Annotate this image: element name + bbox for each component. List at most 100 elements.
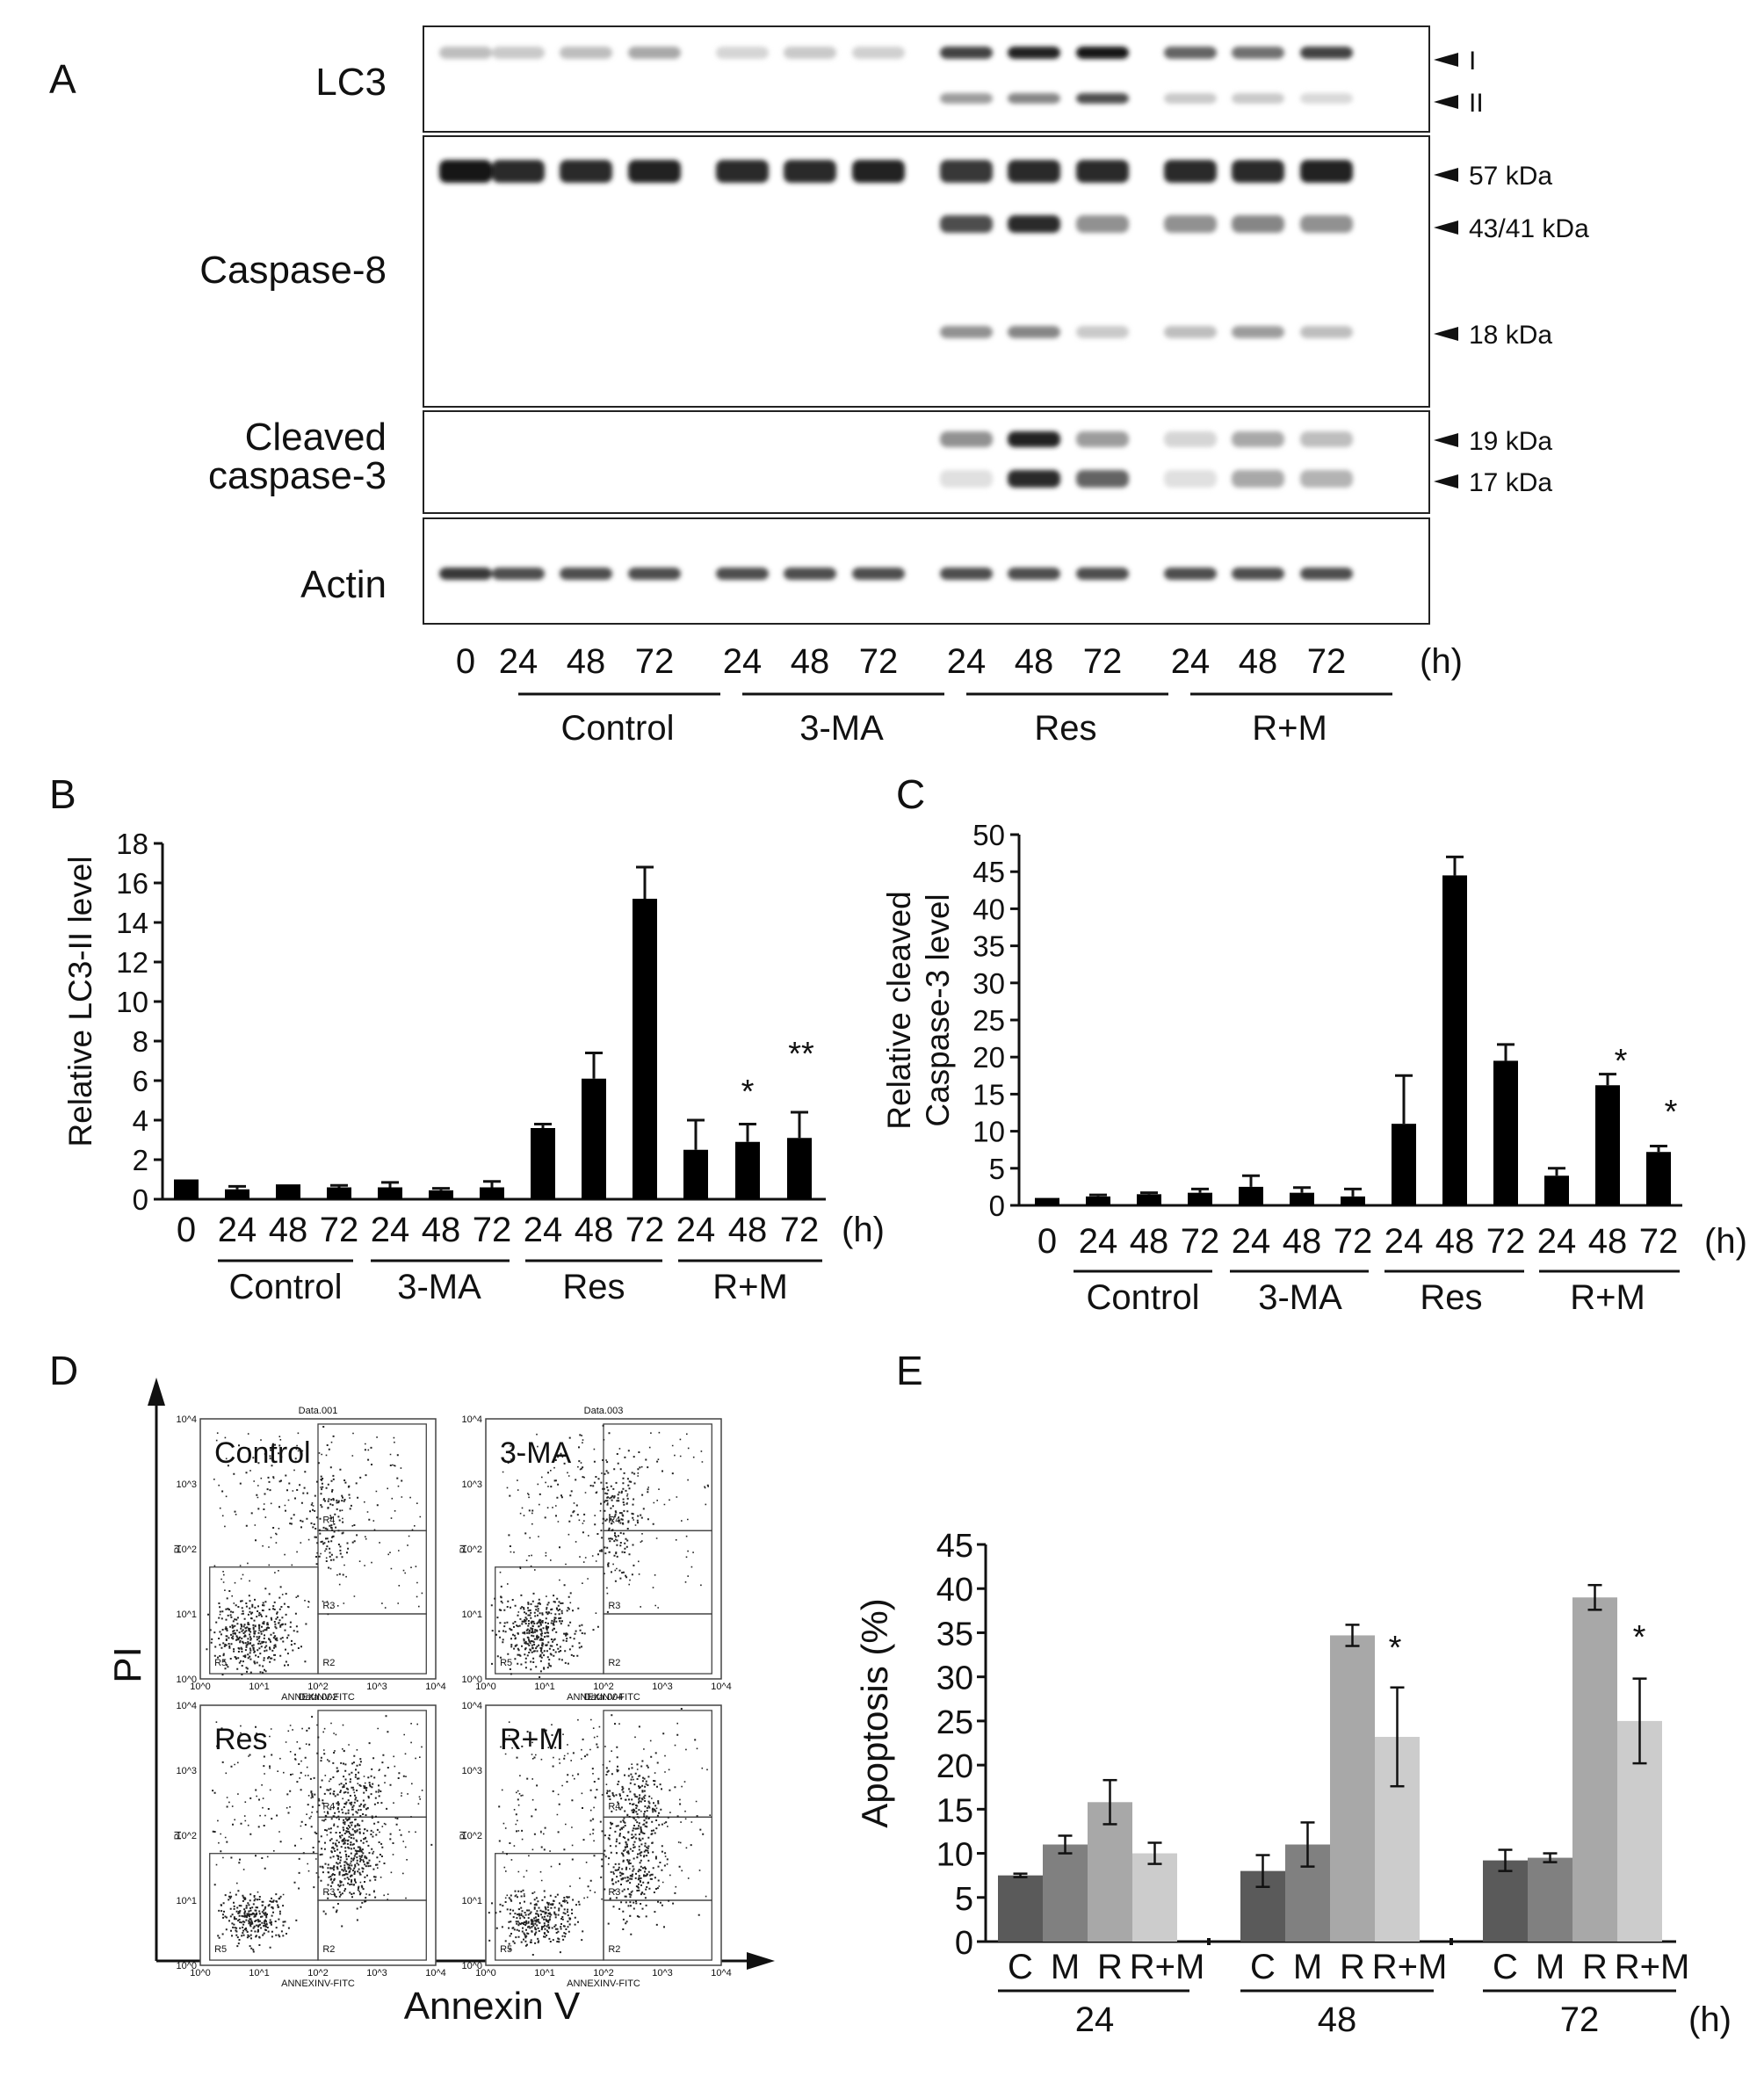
d-x-axis-label: Annexin V: [404, 1985, 581, 2028]
bar-label: M: [1536, 1948, 1565, 1986]
dot-plot-x-tick: 10^0: [190, 1682, 211, 1692]
dot-plot-x-tick: 10^0: [475, 1682, 496, 1692]
y-tick-label: 18: [116, 828, 148, 860]
row-label-caspase-8: Caspase-8: [199, 249, 387, 292]
dot-plot-data-title: Data.002: [299, 1692, 338, 1703]
blot-band: [940, 215, 993, 233]
dot-plot-x-tick: 10^1: [249, 1682, 270, 1692]
x-tick-label: 48: [1130, 1222, 1169, 1261]
bar-label: C: [1008, 1948, 1033, 1986]
annotation-b-1: **: [788, 1036, 814, 1073]
lane-label: 24: [723, 642, 763, 681]
dot-plot: Data.002ANNEXINV-FITCPI10^010^010^110^11…: [173, 1692, 446, 1989]
bar: [429, 1190, 453, 1199]
bar-label: M: [1293, 1948, 1322, 1986]
x-tick-label: 24: [1079, 1222, 1118, 1261]
row-label-lc3: LC3: [315, 61, 387, 104]
bar: [998, 1875, 1043, 1942]
bar: [1392, 1124, 1416, 1205]
dot-plot-x-tick: 10^3: [652, 1682, 673, 1692]
blot-band: [784, 47, 836, 59]
marker-arrow: [1434, 168, 1458, 182]
blot-band: [439, 160, 492, 183]
dot-plot-y-label: PI: [459, 1831, 469, 1840]
gate-r4: [603, 1423, 712, 1531]
bar: [531, 1128, 555, 1199]
blot-band: [1076, 93, 1129, 104]
y-tick-label: 2: [133, 1144, 148, 1176]
bar: [1341, 1196, 1365, 1205]
x-tick-label: 72: [1639, 1222, 1679, 1261]
marker-arrow: [1434, 95, 1458, 109]
time-label-24: 24: [1075, 2000, 1115, 2039]
dot-plot-x-tick: 10^2: [593, 1968, 614, 1978]
dot-plot-y-tick: 10^0: [461, 1961, 482, 1971]
lane-labels-a: 0 24 48 72 24 48 72 24 48 72 24 48 72: [456, 642, 1346, 681]
x-tick-label: 72: [625, 1211, 665, 1249]
x-tick-label: 24: [1537, 1222, 1577, 1261]
y-tick-label: 5: [955, 1881, 973, 1918]
y-tick-label: 16: [116, 867, 148, 900]
blot-frame-lc3: [423, 25, 1430, 133]
x-tick-label: 0: [177, 1211, 196, 1249]
blot-band: [492, 568, 545, 580]
panel-b: B Relative LC3-II level 0246810121416180…: [49, 771, 885, 1306]
blot-band: [1164, 47, 1217, 59]
lane-label: 48: [791, 642, 830, 681]
bar: [1088, 1802, 1132, 1942]
gate-label: R3: [322, 1601, 335, 1611]
y-tick-label: 8: [133, 1025, 148, 1058]
marker-19kda: 19 kDa: [1469, 427, 1552, 456]
group-label-3ma: 3-MA: [799, 709, 884, 748]
y-tick-label: 35: [936, 1616, 973, 1653]
group-label-b-rm: R+M: [712, 1268, 788, 1306]
dot-plot-label: Control: [214, 1436, 311, 1470]
group-label-b-res: Res: [562, 1268, 625, 1306]
lane-label: 24: [499, 642, 539, 681]
dot-plot-data-title: Data.003: [584, 1406, 624, 1416]
panel-e: E Apoptosis (%) 0 5 10 15 20 25 30 35 40 45 * * C…: [854, 1348, 1731, 2039]
annotation-e-1: *: [1633, 1619, 1646, 1656]
y-tick-label: 0: [955, 1925, 973, 1962]
bar: [1330, 1635, 1375, 1942]
blot-band: [716, 568, 769, 580]
bar-label: R+M: [1130, 1948, 1205, 1986]
dot-plot-x-label: ANNEXINV-FITC: [567, 1978, 640, 1989]
dot-plot: Data.003 ANNEXINV-FITC PI 10^010^0 10^1 10^1 1…: [459, 1406, 732, 1703]
dot-plot-y-label: PI: [173, 1831, 184, 1840]
blot-band: [940, 93, 993, 104]
blot-band: [628, 47, 681, 59]
x-tick-label: 48: [1588, 1222, 1628, 1261]
x-tick-label: 48: [269, 1211, 308, 1249]
unit-label-a: (h): [1420, 642, 1463, 681]
y-tick-label: 30: [972, 967, 1005, 1000]
dot-plot-x-tick: 10^4: [711, 1682, 732, 1692]
dot-plot-y-tick: 10^4: [461, 1701, 482, 1711]
gate-r4: [603, 1710, 712, 1818]
time-label-48: 48: [1318, 2000, 1357, 2039]
dot-plot-data-title: Data.004: [584, 1692, 624, 1703]
dot-plot-y-tick: 10^4: [176, 1414, 197, 1425]
dot-plot-x-tick: 10^0: [190, 1968, 211, 1978]
group-label-c-res: Res: [1420, 1278, 1482, 1317]
dot-plot-x-tick: 10^3: [366, 1968, 387, 1978]
bar-label: M: [1051, 1948, 1080, 1986]
x-tick-label: 72: [1181, 1222, 1220, 1261]
bar: [1595, 1085, 1620, 1205]
blot-band: [628, 568, 681, 580]
panel-d: D PI Annexin V Data.001ANNEXINV-FITCPI10…: [49, 1348, 775, 2028]
gate-label: R4: [608, 1801, 620, 1812]
blot-band: [940, 160, 993, 183]
bar: [480, 1187, 504, 1199]
y-tick-label: 30: [936, 1660, 973, 1697]
x-tick-label: 72: [1334, 1222, 1373, 1261]
blot-band: [1008, 470, 1060, 488]
blot-band: [1008, 431, 1060, 447]
blot-band: [940, 431, 993, 447]
marker-arrow: [1434, 221, 1458, 235]
lane-label: 72: [1307, 642, 1347, 681]
lane-label: 48: [567, 642, 606, 681]
marker-lc3-i: I: [1469, 47, 1476, 76]
bar: [1290, 1192, 1314, 1205]
lane-label: 72: [1083, 642, 1123, 681]
